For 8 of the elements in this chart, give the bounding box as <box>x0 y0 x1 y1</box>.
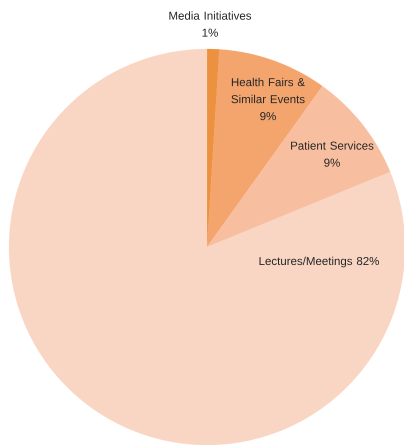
data-label: 1% <box>202 28 218 37</box>
slice-label: Lectures/Meetings <box>260 256 352 268</box>
data-label: 9% <box>324 158 340 167</box>
slice-label: Health Fairs & Similar Events <box>231 78 305 104</box>
slice-label: Patient Services <box>291 141 374 150</box>
data-label: 9% <box>260 112 276 120</box>
data-label: 82% <box>356 256 379 266</box>
slice-label: Media Initiatives <box>169 11 252 20</box>
